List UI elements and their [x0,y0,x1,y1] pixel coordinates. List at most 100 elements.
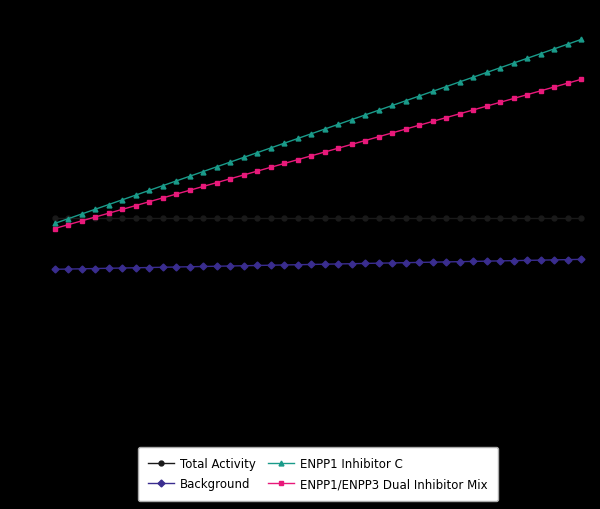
Background [213,264,220,270]
ENPP1/ENPP3 Dual Inhibitor Mix [240,173,247,179]
Total Activity [510,216,517,222]
ENPP1 Inhibitor C [564,42,571,48]
Background [254,263,261,269]
ENPP1/ENPP3 Dual Inhibitor Mix [456,111,463,118]
ENPP1/ENPP3 Dual Inhibitor Mix [65,222,72,228]
ENPP1 Inhibitor C [321,127,328,133]
Background [78,266,85,272]
ENPP1/ENPP3 Dual Inhibitor Mix [92,215,99,221]
ENPP1/ENPP3 Dual Inhibitor Mix [294,157,301,163]
Background [456,259,463,265]
Background [389,260,396,267]
Background [578,257,585,263]
Total Activity [402,216,409,222]
Total Activity [483,216,490,222]
ENPP1 Inhibitor C [389,103,396,109]
ENPP1/ENPP3 Dual Inhibitor Mix [375,134,382,140]
ENPP1 Inhibitor C [362,112,369,119]
ENPP1/ENPP3 Dual Inhibitor Mix [51,226,58,232]
ENPP1/ENPP3 Dual Inhibitor Mix [510,96,517,102]
Background [92,266,99,272]
ENPP1/ENPP3 Dual Inhibitor Mix [186,188,193,194]
ENPP1 Inhibitor C [456,79,463,86]
ENPP1 Inhibitor C [173,179,180,185]
ENPP1/ENPP3 Dual Inhibitor Mix [443,115,450,121]
Background [200,264,207,270]
ENPP1 Inhibitor C [105,202,112,208]
Total Activity [416,216,423,222]
Line: Total Activity: Total Activity [52,216,584,221]
Background [321,262,328,268]
Total Activity [497,216,504,222]
Total Activity [470,216,477,222]
Total Activity [119,216,126,222]
Background [375,261,382,267]
ENPP1 Inhibitor C [429,89,436,95]
ENPP1/ENPP3 Dual Inhibitor Mix [119,207,126,213]
Background [186,264,193,270]
ENPP1 Inhibitor C [227,160,234,166]
Total Activity [348,216,355,222]
Background [470,259,477,265]
Total Activity [240,216,247,222]
Total Activity [564,216,571,222]
ENPP1/ENPP3 Dual Inhibitor Mix [483,104,490,110]
ENPP1 Inhibitor C [146,188,153,194]
Total Activity [389,216,396,222]
Background [132,265,139,271]
Background [497,259,504,265]
Total Activity [321,216,328,222]
Background [362,261,369,267]
ENPP1 Inhibitor C [281,141,288,147]
Background [510,258,517,264]
ENPP1/ENPP3 Dual Inhibitor Mix [267,165,274,171]
ENPP1/ENPP3 Dual Inhibitor Mix [213,180,220,186]
Total Activity [78,216,85,222]
Background [173,265,180,271]
ENPP1/ENPP3 Dual Inhibitor Mix [362,138,369,145]
Background [105,266,112,272]
ENPP1 Inhibitor C [92,207,99,213]
ENPP1 Inhibitor C [308,131,315,137]
ENPP1 Inhibitor C [254,150,261,156]
ENPP1 Inhibitor C [186,174,193,180]
Total Activity [186,216,193,222]
Total Activity [335,216,342,222]
Background [416,260,423,266]
Total Activity [308,216,315,222]
ENPP1 Inhibitor C [159,183,166,189]
ENPP1/ENPP3 Dual Inhibitor Mix [78,218,85,224]
ENPP1 Inhibitor C [267,146,274,152]
ENPP1 Inhibitor C [483,70,490,76]
ENPP1/ENPP3 Dual Inhibitor Mix [564,81,571,87]
Total Activity [146,216,153,222]
Background [308,262,315,268]
Background [564,257,571,263]
ENPP1 Inhibitor C [551,47,558,53]
Total Activity [375,216,382,222]
Line: Background: Background [52,258,584,272]
ENPP1/ENPP3 Dual Inhibitor Mix [578,77,585,83]
ENPP1/ENPP3 Dual Inhibitor Mix [227,176,234,182]
ENPP1/ENPP3 Dual Inhibitor Mix [402,127,409,133]
ENPP1/ENPP3 Dual Inhibitor Mix [335,146,342,152]
ENPP1/ENPP3 Dual Inhibitor Mix [551,84,558,91]
Total Activity [105,216,112,222]
ENPP1 Inhibitor C [51,221,58,227]
Total Activity [227,216,234,222]
Total Activity [429,216,436,222]
ENPP1 Inhibitor C [402,98,409,104]
ENPP1 Inhibitor C [510,61,517,67]
ENPP1/ENPP3 Dual Inhibitor Mix [105,211,112,217]
ENPP1/ENPP3 Dual Inhibitor Mix [200,184,207,190]
Total Activity [65,216,72,222]
Background [429,260,436,266]
Background [65,267,72,273]
ENPP1 Inhibitor C [78,212,85,218]
ENPP1/ENPP3 Dual Inhibitor Mix [146,199,153,205]
Background [483,259,490,265]
Background [537,258,544,264]
Total Activity [254,216,261,222]
ENPP1 Inhibitor C [375,108,382,114]
ENPP1/ENPP3 Dual Inhibitor Mix [524,92,531,98]
